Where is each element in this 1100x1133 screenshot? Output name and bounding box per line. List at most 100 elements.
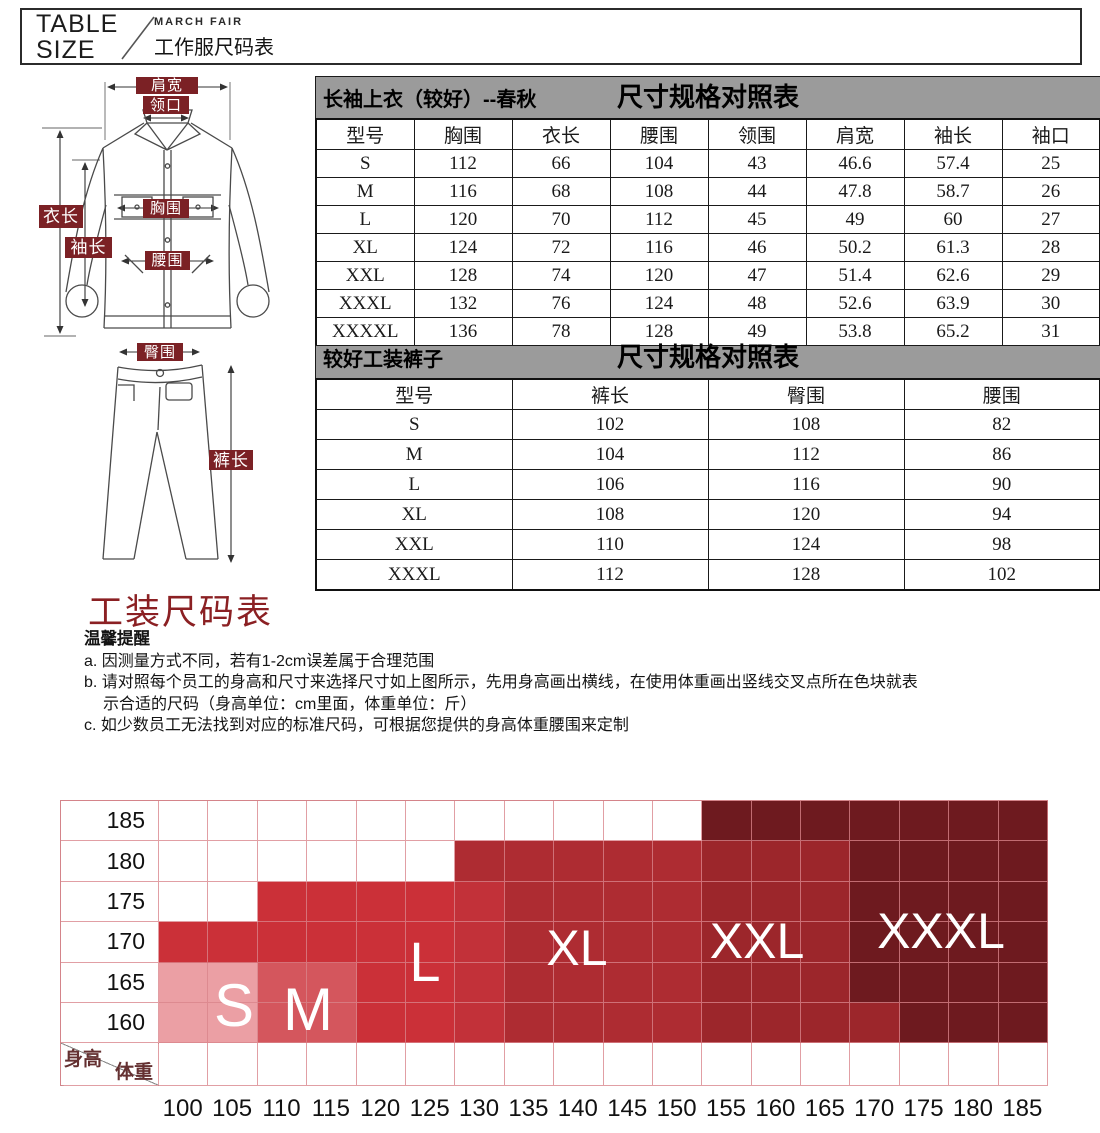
- heatmap-cell: [603, 881, 653, 923]
- heatmap-cell: [504, 1002, 555, 1044]
- column-header: 腰围: [609, 118, 709, 150]
- heatmap-cell: [998, 881, 1049, 923]
- jacket-collar-label: 领口: [143, 96, 189, 114]
- value-cell: 86: [903, 439, 1100, 470]
- size-region-label-xl: XL: [546, 920, 608, 976]
- heatmap-cell: [356, 881, 406, 923]
- heatmap-cell: [652, 922, 703, 963]
- weight-tick-label: 120: [360, 1095, 401, 1122]
- heatmap-cell: [504, 801, 555, 842]
- heatmap-cell: [801, 841, 851, 882]
- value-cell: 47.8: [805, 177, 905, 206]
- brand-subtitle-en: MARCH FAIR: [154, 16, 244, 28]
- heatmap-cell: [998, 1043, 1049, 1086]
- heatmap-cell: [307, 1002, 357, 1044]
- value-cell: 70: [511, 205, 611, 234]
- column-header: 肩宽: [805, 118, 905, 150]
- heatmap-cell: [356, 1002, 406, 1044]
- heatmap-cell: [850, 962, 900, 1003]
- heatmap-cell: [307, 922, 357, 963]
- heatmap-cell: [801, 881, 851, 923]
- heatmap-cell: [554, 841, 604, 882]
- size-cell: XXL: [315, 529, 513, 560]
- value-cell: 90: [903, 469, 1100, 500]
- size-cell: XL: [315, 499, 513, 530]
- value-cell: 108: [609, 177, 709, 206]
- column-header: 衣长: [511, 118, 611, 150]
- heatmap-cell: [504, 841, 555, 882]
- heatmap-cell: [751, 1002, 802, 1044]
- value-cell: 66: [511, 149, 611, 178]
- heatmap-cell: [307, 962, 357, 1003]
- heatmap-cell: [554, 922, 604, 963]
- height-axis-label: 身高: [64, 1049, 103, 1071]
- size-region-label-xxl: XXL: [709, 913, 805, 969]
- table-body: S 112 66 104 43 46.6 57.4 25 M 116 68 108 44 47.8 58.7…: [315, 149, 1100, 347]
- heatmap-cell: [208, 922, 258, 963]
- table-head: 型号 裤长 臀围 腰围: [315, 378, 1100, 410]
- value-cell: 104: [609, 149, 709, 178]
- weight-axis-ticks: 100 105 110 115 120 125 130 135 140 145 150 155 160 1…: [158, 1095, 1047, 1123]
- heatmap-cell: [899, 1043, 950, 1086]
- table-row: XL 124 72 116 46 50.2 61.3 28: [315, 233, 1100, 262]
- heatmap-cell: [356, 962, 406, 1003]
- value-cell: 102: [903, 559, 1100, 591]
- value-cell: 57.4: [903, 149, 1003, 178]
- heatmap-cell: [257, 801, 308, 842]
- jacket-shoulder-label: 肩宽: [136, 77, 198, 94]
- brand-header: TABLE SIZE MARCH FAIR 工作服尺码表: [20, 8, 1082, 65]
- value-cell: 136: [413, 317, 513, 347]
- value-cell: 112: [413, 149, 513, 178]
- pants-hip-label: 臀围: [137, 343, 183, 361]
- heatmap-cell: [603, 841, 653, 882]
- weight-tick-label: 150: [656, 1095, 697, 1122]
- heatmap-cell: [159, 841, 209, 882]
- table-row: XL 108 120 94: [315, 499, 1100, 530]
- value-cell: 110: [511, 529, 709, 560]
- heatmap-cell: [801, 922, 851, 963]
- heatmap-cell: [208, 841, 258, 882]
- weight-tick-label: 160: [755, 1095, 796, 1122]
- heatmap-cell: [702, 841, 752, 882]
- weight-tick-label: 105: [212, 1095, 253, 1122]
- value-cell: 120: [413, 205, 513, 234]
- heatmap-cell: [208, 962, 258, 1003]
- pants-table-header-bar: 较好工装裤子 尺寸规格对照表: [315, 342, 1100, 378]
- heatmap-cell: [702, 801, 752, 842]
- value-cell: 44: [707, 177, 807, 206]
- height-tick-label: 175: [61, 881, 159, 923]
- value-cell: 31: [1001, 317, 1100, 347]
- heatmap-cell: [257, 881, 308, 923]
- heatmap-cell: [159, 801, 209, 842]
- heatmap-cell: [554, 881, 604, 923]
- height-tick-label: 180: [61, 841, 159, 882]
- header-row: 型号 胸围 衣长 腰围 领围 肩宽 袖长 袖口: [315, 118, 1100, 150]
- heatmap-cell: [702, 922, 752, 963]
- value-cell: 128: [413, 261, 513, 290]
- column-header: 裤长: [511, 378, 709, 410]
- heatmap-cell: [998, 801, 1049, 842]
- table-row: XXXL 112 128 102: [315, 559, 1100, 591]
- heatmap-cell: [949, 841, 999, 882]
- heatmap-cell: [801, 1002, 851, 1044]
- size-region-label-l: L: [409, 930, 441, 993]
- pants-outline: [102, 364, 219, 560]
- table-row: M 116 68 108 44 47.8 58.7 26: [315, 177, 1100, 206]
- jacket-table-title: 长袖上衣（较好）--春秋: [323, 89, 537, 111]
- heatmap-cell: [603, 922, 653, 963]
- table-row: XXL 110 124 98: [315, 529, 1100, 560]
- column-header: 袖长: [903, 118, 1003, 150]
- heatmap-cell: [850, 801, 900, 842]
- table-row: XXXL 132 76 124 48 52.6 63.9 30: [315, 289, 1100, 318]
- heatmap-cell: [899, 841, 950, 882]
- value-cell: 46: [707, 233, 807, 262]
- header-row: 型号 裤长 臀围 腰围: [315, 378, 1100, 410]
- weight-tick-label: 125: [409, 1095, 450, 1122]
- heatmap-cell: [208, 801, 258, 842]
- heatmap-cell: [356, 1043, 406, 1086]
- heatmap-cell: [603, 1043, 653, 1086]
- heatmap-cell: [504, 962, 555, 1003]
- weight-tick-label: 180: [952, 1095, 993, 1122]
- note-line: b. 请对照每个员工的身高和尺寸来选择尺寸如上图所示，先用身高画出横线，在使用体…: [84, 674, 918, 691]
